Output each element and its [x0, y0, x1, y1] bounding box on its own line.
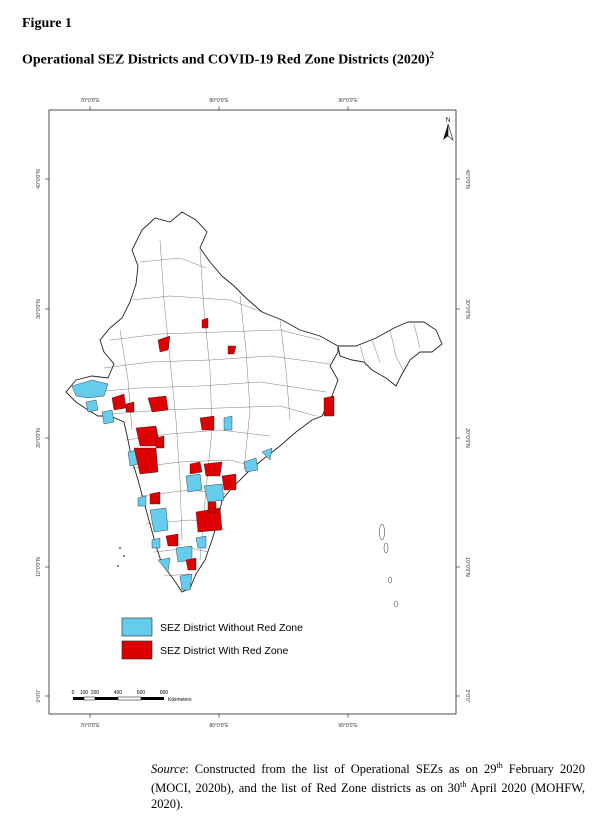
right-tick-label: 40°0'0"N [464, 169, 470, 189]
top-tick-label: 80°0'0"E [209, 98, 229, 104]
source-text-a: : Constructed from the list of Operation… [185, 762, 497, 777]
source-note: Source: Constructed from the list of Ope… [151, 758, 585, 812]
scale-label: 600 [137, 690, 146, 696]
bottom-tick-label: 70°0'0"E [80, 723, 100, 729]
source-label: Source [151, 762, 186, 777]
legend-label-without-red-zone: SEZ District Without Red Zone [160, 622, 303, 634]
scale-label: 400 [114, 690, 123, 696]
right-tick-label: 20°0'0"N [464, 428, 470, 448]
figure-title: Operational SEZ Districts and COVID-19 R… [22, 50, 434, 69]
india-map [65, 211, 443, 608]
right-tick-label: 30°0'0"N [464, 299, 470, 319]
right-tick-label: 10°0'0"N [464, 557, 470, 577]
left-tick-label: 40°0'0"N [36, 169, 42, 189]
bottom-tick-label: 80°0'0"E [209, 723, 229, 729]
top-tick-label: 70°0'0"E [80, 98, 100, 104]
sez-without-red-zone-districts [71, 379, 273, 591]
north-arrow-icon: N [443, 117, 454, 141]
figure-title-text: Operational SEZ Districts and COVID-19 R… [22, 52, 430, 68]
source-sup-b: th [460, 780, 467, 790]
figure-label: Figure 1 [22, 16, 72, 31]
scale-unit: Kilometers [168, 697, 192, 703]
figure-title-footnote: 2 [429, 50, 435, 60]
sez-with-red-zone-districts [111, 317, 335, 571]
northeast-outline [337, 321, 443, 387]
map-frame [48, 109, 457, 715]
scale-bar: 0 100 200 400 600 800 Kilometers [72, 690, 193, 703]
scale-label: 200 [91, 690, 100, 696]
map-legend: SEZ District Without Red Zone SEZ Distri… [121, 617, 303, 660]
tick-marks [45, 106, 460, 718]
right-tick-label: 0°0'0" [464, 689, 470, 702]
legend-swatch-without-red-zone [121, 617, 153, 637]
scale-label: 800 [160, 690, 169, 696]
india-outline [65, 211, 339, 593]
bottom-tick-label: 90°0'0"E [338, 723, 358, 729]
left-tick-label: 20°0'0"N [36, 428, 42, 448]
legend-label-with-red-zone: SEZ District With Red Zone [160, 645, 289, 657]
scale-label: 0 [72, 690, 75, 696]
left-tick-label: 10°0'0"N [36, 557, 42, 577]
left-tick-label: 0°0'0" [36, 689, 42, 702]
source-sup-a: th [496, 761, 503, 770]
source-text-b: February 2020 (MOCI, 2020b), and the lis… [151, 762, 585, 796]
source-text-c: April 2020 (MOHFW, 2020). [151, 781, 585, 812]
legend-swatch-with-red-zone [121, 640, 153, 660]
svg-text:N: N [445, 117, 450, 124]
left-tick-label: 30°0'0"N [36, 299, 42, 319]
scale-label: 100 [80, 690, 89, 696]
top-tick-label: 90°0'0"E [338, 98, 358, 104]
